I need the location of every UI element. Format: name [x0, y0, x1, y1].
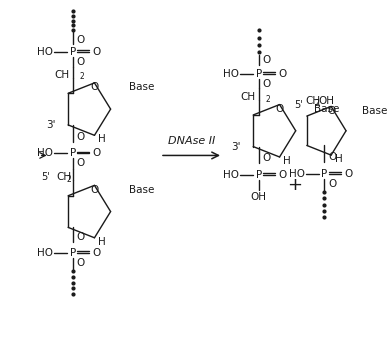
Text: CH: CH [54, 69, 69, 80]
Text: P: P [70, 248, 76, 258]
Text: O: O [77, 258, 85, 268]
Text: 2: 2 [265, 95, 270, 104]
Text: P: P [70, 148, 76, 158]
Text: O: O [93, 248, 101, 258]
Text: O: O [328, 152, 336, 162]
Text: 2: 2 [67, 175, 71, 184]
Text: H: H [98, 134, 106, 144]
Text: OH: OH [251, 192, 267, 202]
Text: O: O [77, 232, 85, 242]
Text: P: P [70, 47, 76, 57]
Text: O: O [279, 170, 287, 180]
Text: O: O [263, 78, 271, 89]
Text: +: + [287, 176, 302, 194]
Text: O: O [90, 185, 98, 195]
Text: O: O [275, 104, 284, 114]
Text: O: O [263, 153, 271, 163]
Text: HO: HO [37, 148, 53, 158]
Text: HO: HO [37, 47, 53, 57]
Text: Base: Base [129, 185, 154, 195]
Text: CH: CH [305, 96, 320, 106]
Text: P: P [256, 170, 262, 180]
Text: O: O [93, 47, 101, 57]
Text: 2: 2 [79, 72, 84, 81]
Text: Base: Base [314, 104, 339, 114]
Text: 5': 5' [41, 172, 49, 182]
Text: O: O [77, 57, 85, 67]
Text: HO: HO [289, 169, 305, 179]
Text: O: O [263, 55, 271, 65]
Text: 5': 5' [294, 100, 303, 110]
Text: O: O [328, 106, 336, 116]
Text: Base: Base [362, 106, 387, 116]
Text: 3': 3' [46, 120, 56, 130]
Text: H: H [283, 156, 291, 166]
Text: HO: HO [223, 69, 239, 79]
Text: OH: OH [319, 96, 335, 106]
Text: Base: Base [129, 82, 154, 93]
Text: 3': 3' [231, 141, 241, 152]
Text: CH: CH [57, 172, 72, 182]
Text: O: O [93, 148, 101, 158]
Text: H: H [335, 154, 342, 164]
Text: O: O [90, 82, 98, 93]
Text: O: O [279, 69, 287, 79]
Text: 2: 2 [315, 99, 320, 108]
Text: O: O [344, 169, 352, 179]
Text: H: H [98, 237, 106, 247]
Text: DNAse II: DNAse II [168, 136, 215, 145]
Text: HO: HO [37, 248, 53, 258]
Text: HO: HO [223, 170, 239, 180]
Text: O: O [77, 158, 85, 168]
Text: O: O [328, 179, 336, 189]
Text: O: O [77, 132, 85, 142]
Text: CH: CH [240, 92, 255, 102]
Text: P: P [321, 169, 328, 179]
Text: P: P [256, 69, 262, 79]
Text: O: O [77, 35, 85, 45]
